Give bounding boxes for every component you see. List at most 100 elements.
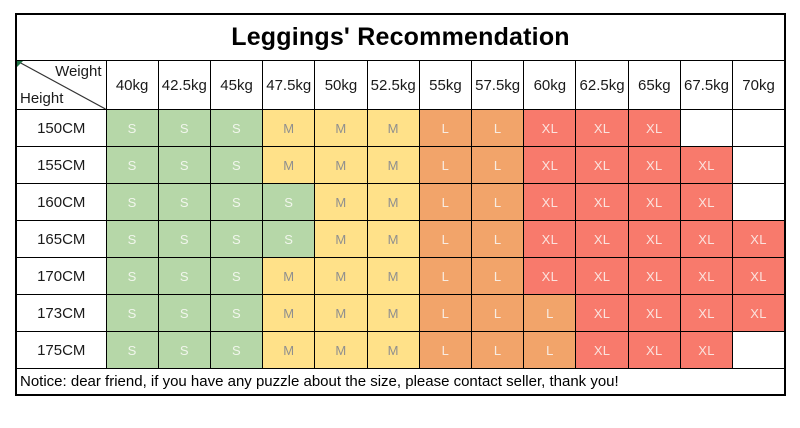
size-cell: L [471,331,525,369]
size-cell: S [157,257,211,295]
weight-header: 70kg [732,60,786,110]
height-label: 150CM [15,109,107,147]
size-cell: L [523,294,577,332]
size-cell: XL [523,183,577,221]
size-cell: L [418,183,473,221]
size-cell: XL [732,294,786,332]
size-cell: S [262,183,316,221]
size-cell: XL [627,294,681,332]
size-cell: M [314,183,368,221]
size-cell: L [471,183,525,221]
size-cell: XL [679,294,734,332]
size-cell: XL [575,220,629,258]
weight-header: 50kg [314,60,368,110]
size-cell: S [105,146,159,184]
table-row: 155CM S S S M M M L L XL XL XL XL [15,146,786,184]
size-cell: M [262,146,316,184]
size-cell: L [471,220,525,258]
size-cell: XL [732,220,786,258]
title-row: Leggings' Recommendation [15,13,786,61]
table-row: 165CM S S S S M M L L XL XL XL XL XL [15,220,786,258]
height-label: 175CM [15,331,107,369]
size-chart-table: Leggings' Recommendation Weight Height 4… [15,13,786,396]
weight-header-row: Weight Height 40kg 42.5kg 45kg 47.5kg 50kg 52… [15,60,786,110]
weight-axis-label: Weight [55,63,102,80]
size-chart-body: 150CM S S S M M M L L XL XL XL 155CM S S S M M M L L XL XL XL XL… [15,109,786,369]
size-cell: S [209,109,264,147]
notice-text: Notice: dear friend, if you have any puz… [15,368,786,396]
height-label: 165CM [15,220,107,258]
weight-header: 42.5kg [157,60,211,110]
weight-header: 62.5kg [575,60,629,110]
size-cell: XL [627,220,681,258]
table-row: 173CM S S S M M M L L L XL XL XL XL [15,294,786,332]
size-cell: M [314,146,368,184]
weight-header: 57.5kg [471,60,525,110]
size-cell: L [471,257,525,295]
size-cell: M [366,109,420,147]
height-label: 155CM [15,146,107,184]
cell-corner-marker [17,61,23,67]
size-cell: XL [523,257,577,295]
size-cell: M [262,294,316,332]
size-cell: S [209,257,264,295]
size-cell: XL [732,257,786,295]
size-cell: XL [627,257,681,295]
size-cell: M [262,257,316,295]
size-cell: M [262,109,316,147]
size-cell: XL [575,146,629,184]
size-cell: S [157,294,211,332]
size-cell: S [209,331,264,369]
weight-header: 45kg [209,60,264,110]
size-cell: M [366,257,420,295]
diagonal-divider-line [17,61,106,109]
size-cell: XL [627,183,681,221]
weight-header: 60kg [523,60,577,110]
size-cell: S [157,220,211,258]
size-cell: XL [627,109,681,147]
notice-row: Notice: dear friend, if you have any puz… [15,368,786,396]
size-cell: S [105,109,159,147]
size-cell: XL [523,146,577,184]
size-cell: XL [575,257,629,295]
size-cell: M [314,294,368,332]
size-cell: L [471,146,525,184]
size-cell: M [366,331,420,369]
size-cell: L [471,294,525,332]
size-cell: XL [575,109,629,147]
size-cell: S [157,109,211,147]
size-chart: Leggings' Recommendation Weight Height 4… [15,13,786,396]
size-cell: XL [523,109,577,147]
size-cell: XL [679,183,734,221]
table-row: 150CM S S S M M M L L XL XL XL [15,109,786,147]
size-cell: L [418,257,473,295]
size-cell: S [105,183,159,221]
size-cell: L [523,331,577,369]
size-cell: M [314,331,368,369]
size-cell: XL [679,220,734,258]
size-cell: S [105,220,159,258]
height-label: 160CM [15,183,107,221]
size-cell: L [418,109,473,147]
weight-header: 40kg [105,60,159,110]
table-row: 170CM S S S M M M L L XL XL XL XL XL [15,257,786,295]
size-cell: M [314,257,368,295]
size-cell: M [366,294,420,332]
page-title: Leggings' Recommendation [15,13,786,61]
size-cell: XL [627,331,681,369]
empty-cell [732,183,786,221]
empty-cell [679,109,734,147]
empty-cell [732,146,786,184]
size-cell: XL [679,331,734,369]
weight-header: 65kg [627,60,681,110]
size-cell: M [314,109,368,147]
size-cell: L [418,220,473,258]
size-cell: L [418,146,473,184]
size-cell: XL [575,331,629,369]
size-cell: M [366,183,420,221]
size-cell: XL [627,146,681,184]
height-axis-label: Height [20,90,64,107]
size-cell: M [366,146,420,184]
size-cell: S [209,146,264,184]
weight-header: 67.5kg [679,60,734,110]
